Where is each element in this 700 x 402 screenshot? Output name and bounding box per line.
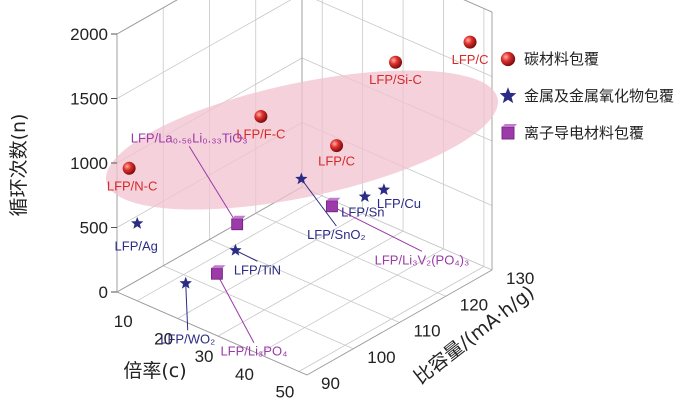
point-labels: LFP/N-C LFP/F-C LFP/C LFP/Si-C LFP/C LFP/Ag LF… — [107, 52, 489, 359]
data-point-top — [326, 197, 341, 201]
leader-lines — [185, 145, 423, 343]
axis-edge — [306, 269, 493, 376]
data-point — [295, 172, 308, 185]
data-point — [131, 216, 144, 229]
grid-line — [255, 212, 446, 297]
data-point — [463, 35, 477, 49]
point-label: LFP/La₀.₅₆Li₀.₃₃TiO₃ — [131, 130, 248, 145]
x-tick-label: 40 — [235, 365, 254, 384]
data-point-top — [211, 265, 226, 269]
data-point — [254, 109, 268, 123]
data-point — [358, 190, 371, 202]
legend-label: 离子导电材料包覆 — [524, 124, 644, 142]
highlight-ellipse — [106, 70, 498, 210]
point-label: LFP/Ag — [115, 238, 158, 253]
axis-edge — [116, 291, 308, 376]
point-label: LFP/Si-C — [369, 72, 422, 87]
data-point-top — [231, 215, 246, 219]
leader-line — [331, 205, 423, 252]
z-tick-label: 500 — [80, 219, 108, 238]
legend-marker-top — [501, 123, 518, 127]
point-label: LFP/N-C — [107, 178, 158, 193]
leader-line — [300, 178, 337, 227]
axis-edge — [116, 0, 178, 35]
y-tick-label: 90 — [321, 374, 340, 393]
y-tick-label: 130 — [506, 269, 534, 288]
legend-label: 金属及金属氧化物包覆 — [524, 87, 674, 105]
y-tick-label: 110 — [414, 322, 441, 341]
grid-line — [163, 265, 354, 350]
axis-edge — [116, 186, 303, 293]
x-tick-label: 50 — [275, 382, 294, 401]
leader-line — [235, 249, 258, 262]
data-point — [389, 55, 403, 69]
leader-line — [216, 273, 255, 343]
x-axis-title: 倍率(c) — [123, 360, 186, 382]
tick-labels: 0 500 1000 1500 2000 10 20 30 40 50 90 100 110 120 130 — [70, 25, 534, 401]
data-point — [179, 276, 192, 289]
z-tick-label: 0 — [99, 283, 108, 302]
point-label: LFP/C — [452, 52, 489, 67]
point-label: LFP/Li₃V₂(PO₄)₃ — [375, 252, 470, 267]
legend-marker — [500, 51, 516, 67]
leader-line — [188, 145, 238, 225]
z-tick-label: 1500 — [70, 90, 108, 109]
point-label: LFP/WO₂ — [160, 331, 215, 346]
z-axis-title: 循环次数(n) — [8, 114, 30, 217]
legend-marker — [499, 87, 517, 104]
data-point — [377, 183, 391, 195]
legend-label: 碳材料包覆 — [524, 50, 599, 68]
x-tick-label: 10 — [114, 312, 133, 331]
data-point — [326, 200, 338, 213]
point-label: LFP/SnO₂ — [307, 227, 366, 242]
data-point — [231, 218, 244, 231]
z-tick-label: 2000 — [70, 25, 108, 44]
legend-marker — [501, 126, 515, 140]
x-tick-label: 30 — [195, 347, 214, 366]
grid-line — [315, 0, 493, 77]
data-point — [211, 267, 223, 280]
data-point — [229, 243, 242, 256]
point-label: LFP/Cu — [377, 196, 421, 211]
point-label: LFP/F-C — [236, 126, 285, 141]
leader-line — [185, 283, 189, 331]
x-tick-label: 20 — [154, 329, 173, 348]
point-label: LFP/C — [318, 154, 355, 169]
y-tick-label: 100 — [367, 348, 395, 367]
point-label: LFP/TiN — [234, 262, 281, 277]
z-tick-label: 1000 — [70, 154, 108, 173]
data-points — [122, 35, 477, 289]
data-point — [122, 161, 136, 175]
point-label: LFP/Li₃PO₄ — [220, 344, 287, 359]
data-point — [330, 139, 344, 153]
y-tick-label: 120 — [460, 295, 488, 314]
point-label: LFP/Sn — [341, 205, 384, 220]
